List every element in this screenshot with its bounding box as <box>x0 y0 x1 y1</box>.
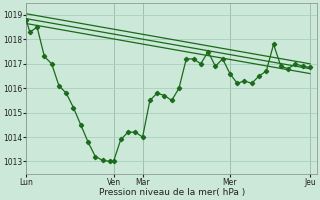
X-axis label: Pression niveau de la mer( hPa ): Pression niveau de la mer( hPa ) <box>99 188 245 197</box>
